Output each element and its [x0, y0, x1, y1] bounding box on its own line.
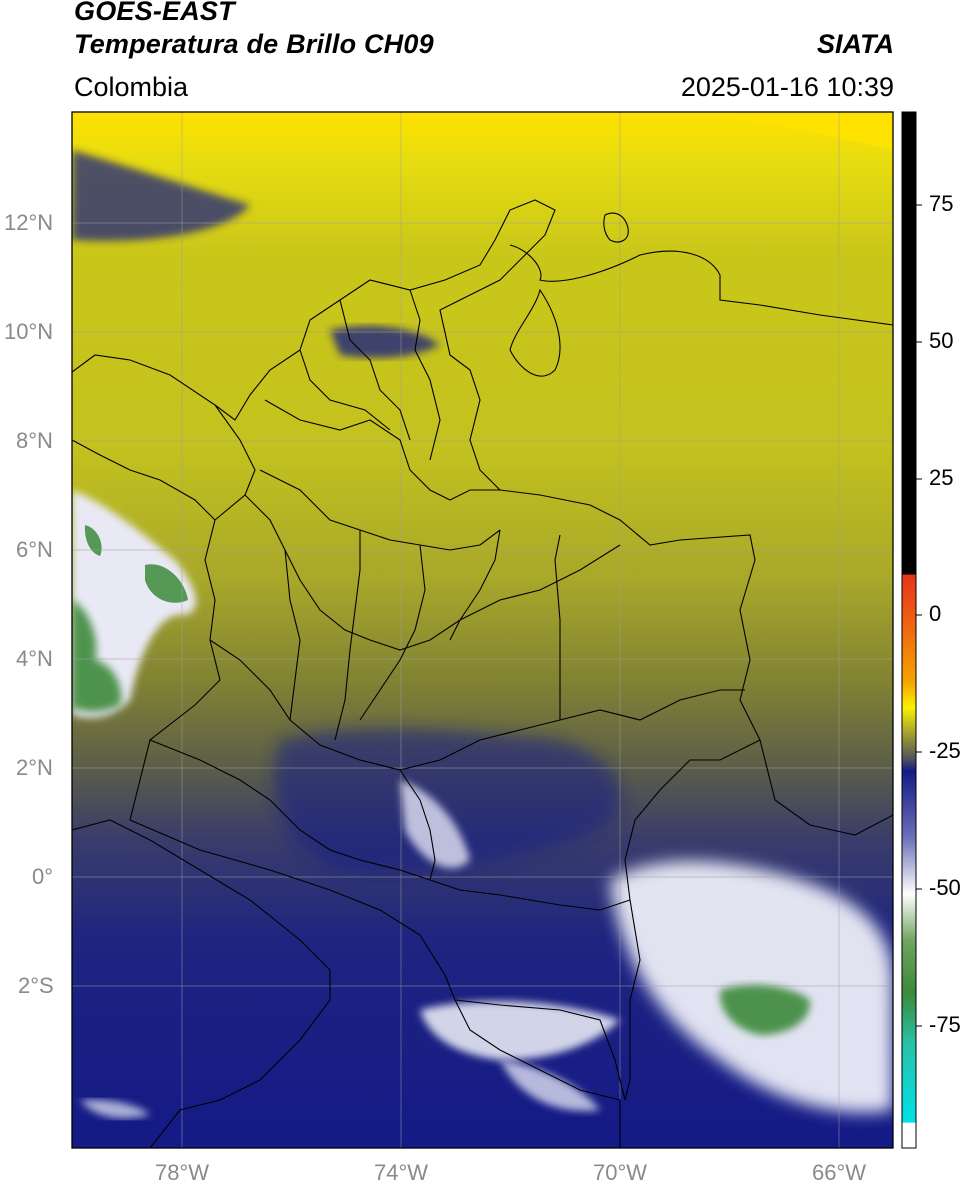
- lat-label-12n: 12°N: [4, 210, 54, 235]
- lon-label-74w: 74°W: [374, 1160, 429, 1185]
- region-label: Colombia: [74, 72, 189, 102]
- lat-label-2n: 2°N: [16, 755, 53, 780]
- lat-label-0: 0°: [32, 864, 54, 889]
- lon-label-70w: 70°W: [593, 1160, 648, 1185]
- boundaries: [72, 199, 893, 1148]
- colorbar-label-0: 0: [929, 601, 942, 626]
- lat-label-8n: 8°N: [16, 428, 53, 453]
- colorbar: [901, 111, 917, 1149]
- product-title: Temperatura de Brillo CH09: [74, 29, 434, 59]
- map-frame: [71, 111, 894, 1149]
- colorbar-label-minus75: -75: [929, 1012, 961, 1037]
- colorbar-label-75: 75: [929, 191, 954, 216]
- datetime-label: 2025-01-16 10:39: [680, 72, 894, 102]
- lat-label-4n: 4°N: [16, 646, 53, 671]
- colorbar-label-25: 25: [929, 465, 954, 490]
- colorbar-label-50: 50: [929, 328, 954, 353]
- colorbar-ticks: [916, 204, 922, 1027]
- brand-label: SIATA: [817, 29, 894, 59]
- graticule: [72, 112, 893, 1148]
- colorbar-label-minus50: -50: [929, 875, 961, 900]
- lat-label-2s: 2°S: [18, 973, 54, 998]
- satellite-title: GOES-EAST: [74, 0, 235, 26]
- lon-label-78w: 78°W: [155, 1160, 210, 1185]
- lat-label-6n: 6°N: [16, 537, 53, 562]
- cloud-layer: [72, 112, 893, 1119]
- colorbar-label-minus25: -25: [929, 738, 961, 763]
- lat-label-10n: 10°N: [4, 319, 54, 344]
- lon-label-66w: 66°W: [812, 1160, 867, 1185]
